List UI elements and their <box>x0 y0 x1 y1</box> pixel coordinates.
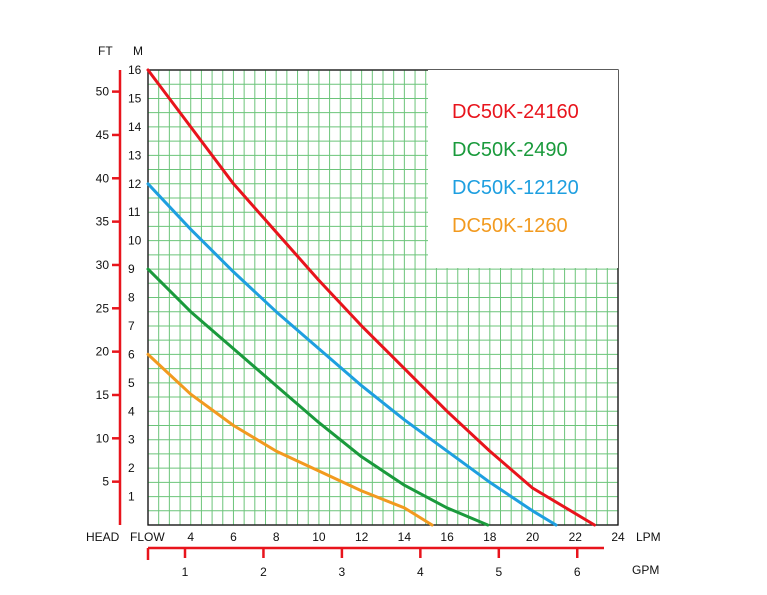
lpm-tick-group: 4 6 8 10 12 14 16 18 20 22 24 <box>187 530 625 544</box>
gpm-tick-label: 3 <box>339 565 346 579</box>
gpm-tick-label: 1 <box>182 565 189 579</box>
legend: DC50K-24160 DC50K-2490 DC50K-12120 DC50K-12… <box>452 101 579 237</box>
legend-entry-dc50k-1260: DC50K-1260 <box>452 215 568 237</box>
ft-unit-label: FT <box>98 44 113 58</box>
m-tick-label: 1 <box>128 490 135 504</box>
m-tick-label: 6 <box>128 347 135 361</box>
plot-border <box>147 69 619 526</box>
m-unit-label: M <box>133 44 143 58</box>
m-tick-label: 3 <box>128 433 135 447</box>
lpm-tick-label: 18 <box>483 530 497 544</box>
m-tick-label: 13 <box>128 148 142 162</box>
series-line-dc50k-1260 <box>146 352 434 527</box>
lpm-tick-label: 16 <box>440 530 454 544</box>
series-line-dc50k-12120 <box>146 182 558 527</box>
legend-box <box>428 70 618 268</box>
ft-tick-label: 50 <box>96 85 110 99</box>
gpm-tick-group: 1 2 3 4 5 6 <box>182 548 581 579</box>
gpm-tick-label: 6 <box>574 565 581 579</box>
ft-tick-label: 40 <box>96 171 110 185</box>
m-tick-label: 14 <box>128 120 142 134</box>
ft-tick-label: 30 <box>96 258 110 272</box>
legend-entry-dc50k-24160: DC50K-24160 <box>452 101 579 123</box>
m-tick-label: 10 <box>128 234 142 248</box>
ft-tick-label: 15 <box>96 388 110 402</box>
lpm-tick-label: 12 <box>355 530 369 544</box>
head-label: HEAD <box>86 530 120 544</box>
m-tick-label: 12 <box>128 177 142 191</box>
m-tick-label: 9 <box>128 262 135 276</box>
ft-tick-label: 25 <box>96 301 110 315</box>
m-tick-label: 4 <box>128 404 135 418</box>
ft-tick-group: 5 10 15 20 25 30 35 40 45 50 <box>96 85 120 489</box>
flow-label: FLOW <box>130 530 165 544</box>
ft-tick-label: 5 <box>102 475 109 489</box>
series-line-dc50k-24160 <box>146 68 596 527</box>
gpm-tick-label: 2 <box>260 565 267 579</box>
m-tick-label: 2 <box>128 461 135 475</box>
lpm-tick-label: 20 <box>526 530 540 544</box>
m-tick-label: 15 <box>128 91 142 105</box>
lpm-tick-label: 6 <box>230 530 237 544</box>
m-tick-label: 5 <box>128 376 135 390</box>
lpm-tick-label: 4 <box>187 530 194 544</box>
legend-entry-dc50k-2490: DC50K-2490 <box>452 139 568 161</box>
lpm-unit-label: LPM <box>636 530 661 544</box>
series-line-dc50k-2490 <box>146 267 490 527</box>
gpm-tick-label: 5 <box>495 565 502 579</box>
lpm-tick-label: 24 <box>611 530 625 544</box>
ft-tick-label: 45 <box>96 128 110 142</box>
legend-entry-dc50k-12120: DC50K-12120 <box>452 177 579 199</box>
gpm-tick-label: 4 <box>417 565 424 579</box>
m-tick-label: 11 <box>128 205 141 219</box>
m-tick-label: 7 <box>128 319 135 333</box>
lpm-tick-label: 10 <box>312 530 326 544</box>
lpm-tick-label: 8 <box>273 530 280 544</box>
gpm-unit-label: GPM <box>632 563 659 577</box>
series-lines <box>146 68 596 527</box>
ft-tick-label: 10 <box>96 431 110 445</box>
lpm-tick-label: 14 <box>398 530 412 544</box>
m-tick-label: 16 <box>128 63 142 77</box>
ft-tick-label: 35 <box>96 215 110 229</box>
lpm-tick-label: 22 <box>569 530 583 544</box>
m-tick-label: 8 <box>128 291 135 305</box>
ft-tick-label: 20 <box>96 345 110 359</box>
